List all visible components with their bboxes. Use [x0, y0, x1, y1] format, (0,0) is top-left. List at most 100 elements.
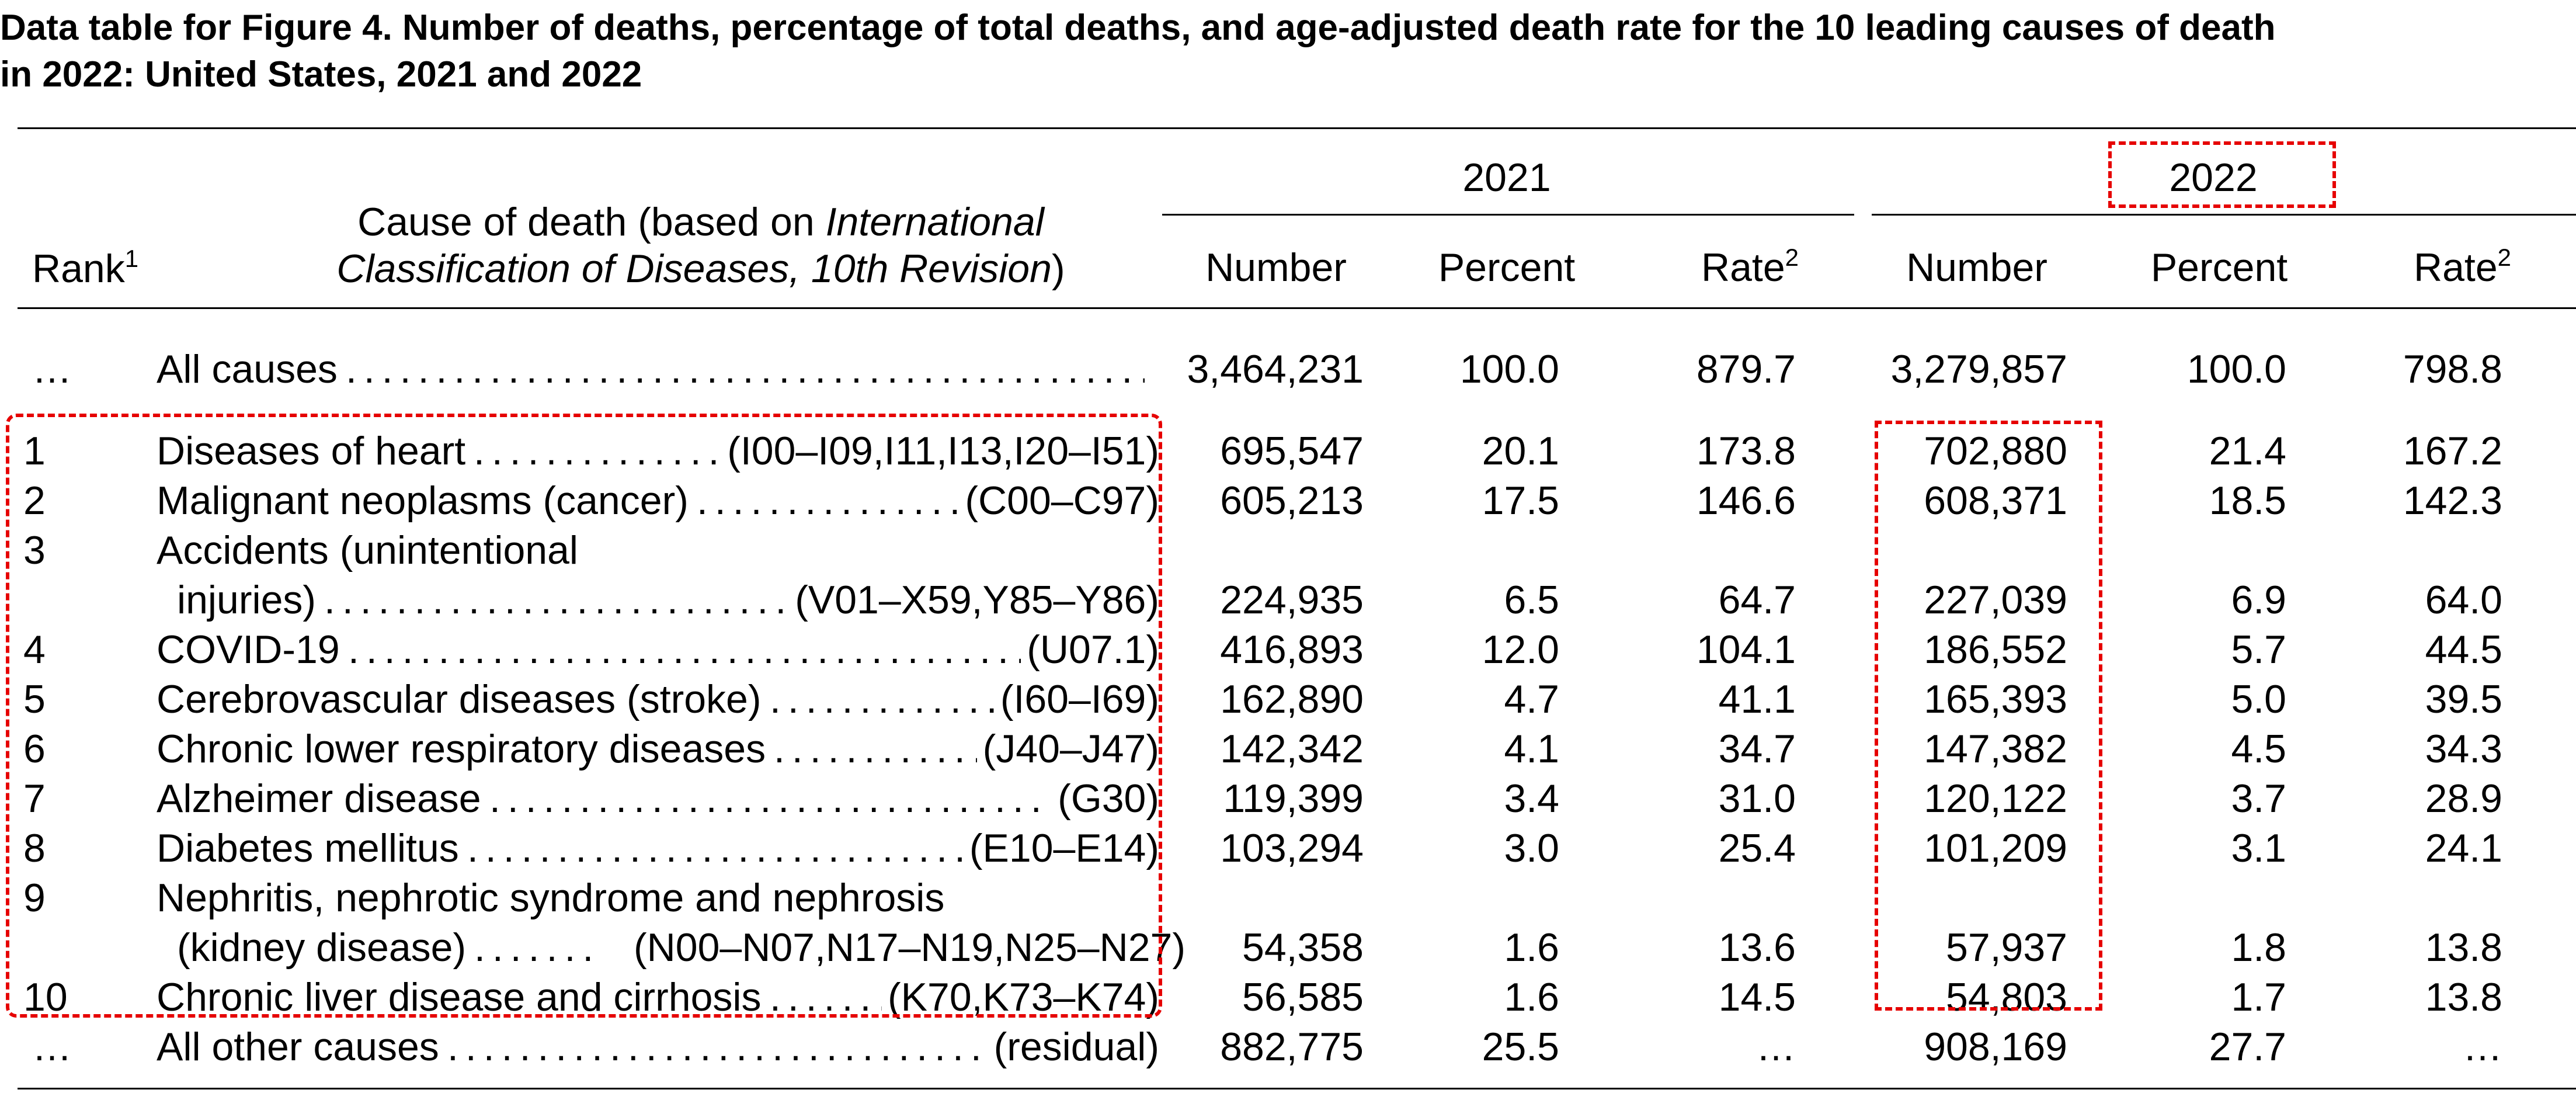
row-leader-dots: ........................................…	[346, 347, 1145, 391]
row-number-2022: 3,279,857	[1890, 347, 2067, 391]
row-rank: 7	[23, 776, 46, 821]
row-icd-code: (I60–I69)	[1000, 677, 1159, 721]
row-number-2022: 227,039	[1924, 578, 2067, 622]
row-icd-code: (C00–C97)	[965, 478, 1159, 523]
row-rank: 9	[23, 876, 46, 920]
row-rank: 10	[23, 975, 68, 1019]
header-rank: Rank1	[32, 244, 138, 293]
header-percent-2022: Percent	[2150, 245, 2288, 290]
row-cause: Cerebrovascular diseases (stroke)	[157, 677, 762, 721]
header-year-2022: 2022	[2169, 155, 2258, 200]
row-rate-2021: 64.7	[1718, 578, 1796, 622]
header-percent-2021: Percent	[1438, 245, 1576, 290]
table-title-line-1: Data table for Figure 4. Number of death…	[0, 8, 2276, 48]
row-icd-code: (N00–N07,N17–N19,N25–N27)	[634, 925, 1186, 970]
header-number-2022: Number	[1906, 245, 2047, 290]
row-rank: 4	[23, 627, 46, 672]
row-icd-code: (U07.1)	[1027, 627, 1159, 672]
row-percent-2021: 6.5	[1504, 578, 1559, 622]
row-cause-continued: injuries)	[177, 578, 317, 622]
row-leader-dots: ........................................…	[447, 1025, 988, 1069]
row-rate-2021: 41.1	[1718, 677, 1796, 721]
row-percent-2021: 1.6	[1504, 975, 1559, 1019]
row-rate-2021: 879.7	[1696, 347, 1796, 391]
row-rate-2022: 44.5	[2425, 627, 2502, 672]
row-rate-2021: 34.7	[1718, 727, 1796, 771]
header-rate-2022-label: Rate	[2414, 245, 2498, 290]
row-number-2022: 54,803	[1946, 975, 2067, 1019]
row-number-2021: 605,213	[1220, 478, 1364, 523]
row-number-2022: 101,209	[1924, 826, 2067, 870]
row-cause: All other causes	[157, 1025, 439, 1069]
row-rank: 5	[23, 677, 46, 721]
row-rate-2022: 13.8	[2425, 925, 2502, 970]
row-number-2022: 908,169	[1924, 1025, 2067, 1069]
row-percent-2021: 4.7	[1504, 677, 1559, 721]
row-number-2021: 54,358	[1242, 925, 1364, 970]
row-leader-dots: ........................................…	[467, 826, 964, 870]
row-rate-2022: 798.8	[2403, 347, 2502, 391]
row-icd-code: (I00–I09,I11,I13,I20–I51)	[727, 429, 1159, 473]
row-rate-2022: 39.5	[2425, 677, 2502, 721]
row-cause: Accidents (unintentional	[157, 528, 579, 572]
row-percent-2022: 1.7	[2231, 975, 2286, 1019]
row-leader-dots: ........................................…	[770, 975, 882, 1019]
row-percent-2022: 5.0	[2231, 677, 2286, 721]
header-rate-2022: Rate2	[2371, 243, 2511, 292]
header-rank-label: Rank	[32, 247, 125, 291]
row-percent-2022: 5.7	[2231, 627, 2286, 672]
row-percent-2021: 100.0	[1459, 347, 1559, 391]
row-rate-2022: 13.8	[2425, 975, 2502, 1019]
row-number-2021: 119,399	[1223, 776, 1364, 821]
row-number-2021: 416,893	[1220, 627, 1364, 672]
row-rate-2022: 28.9	[2425, 776, 2502, 821]
row-leader-dots: ........................................…	[770, 677, 995, 721]
header-cause: Cause of death (based on International	[245, 197, 1156, 247]
row-rate-2021: 31.0	[1718, 776, 1796, 821]
row-rate-2021: 146.6	[1696, 478, 1796, 523]
row-percent-2022: 1.8	[2231, 925, 2286, 970]
row-number-2021: 56,585	[1242, 975, 1364, 1019]
row-cause: Chronic lower respiratory diseases	[157, 727, 766, 771]
header-year-2021: 2021	[1462, 155, 1551, 200]
row-number-2021: 224,935	[1220, 578, 1364, 622]
row-number-2022: 165,393	[1924, 677, 2067, 721]
header-cause-italic-2: Classification of Diseases, 10th Revisio…	[336, 247, 1052, 291]
rule-2021	[1162, 214, 1854, 216]
header-rate-2021: Rate2	[1659, 243, 1799, 292]
row-leader-dots: ........................................…	[697, 478, 959, 523]
row-percent-2022: 3.1	[2231, 826, 2286, 870]
table-title: Data table for Figure 4. Number of death…	[0, 5, 2576, 98]
row-percent-2021: 25.5	[1482, 1025, 1559, 1069]
row-leader-dots: ........................................…	[348, 627, 1021, 672]
row-percent-2022: 4.5	[2231, 727, 2286, 771]
row-rank: 3	[23, 528, 46, 572]
header-cause-text-1: Cause of death (based on	[357, 200, 826, 244]
row-number-2021: 882,775	[1220, 1025, 1364, 1069]
header-rank-footnote: 1	[124, 245, 139, 272]
row-rank: 1	[23, 429, 46, 473]
rule-2022	[1872, 214, 2576, 216]
row-percent-2021: 20.1	[1482, 429, 1559, 473]
row-cause-continued: (kidney disease)	[177, 925, 467, 970]
row-rate-2022: 64.0	[2425, 578, 2502, 622]
row-leader-dots: ........................................…	[474, 925, 602, 970]
row-rank: …	[32, 1025, 72, 1069]
row-percent-2022: 18.5	[2209, 478, 2286, 523]
row-percent-2022: 6.9	[2231, 578, 2286, 622]
row-cause: All causes	[157, 347, 338, 391]
row-number-2022: 57,937	[1946, 925, 2067, 970]
row-percent-2021: 12.0	[1482, 627, 1559, 672]
row-rate-2021: 104.1	[1696, 627, 1796, 672]
row-percent-2021: 1.6	[1504, 925, 1559, 970]
table-title-line-2: in 2022: United States, 2021 and 2022	[0, 54, 642, 95]
row-percent-2021: 17.5	[1482, 478, 1559, 523]
row-icd-code: (J40–J47)	[982, 727, 1159, 771]
row-rank: 6	[23, 727, 46, 771]
row-icd-code: (K70,K73–K74)	[888, 975, 1159, 1019]
header-cause-italic-1: International	[825, 200, 1044, 244]
row-rate-2022: 24.1	[2425, 826, 2502, 870]
row-leader-dots: ........................................…	[774, 727, 977, 771]
row-rate-2022: …	[2463, 1025, 2502, 1069]
row-number-2022: 147,382	[1924, 727, 2067, 771]
